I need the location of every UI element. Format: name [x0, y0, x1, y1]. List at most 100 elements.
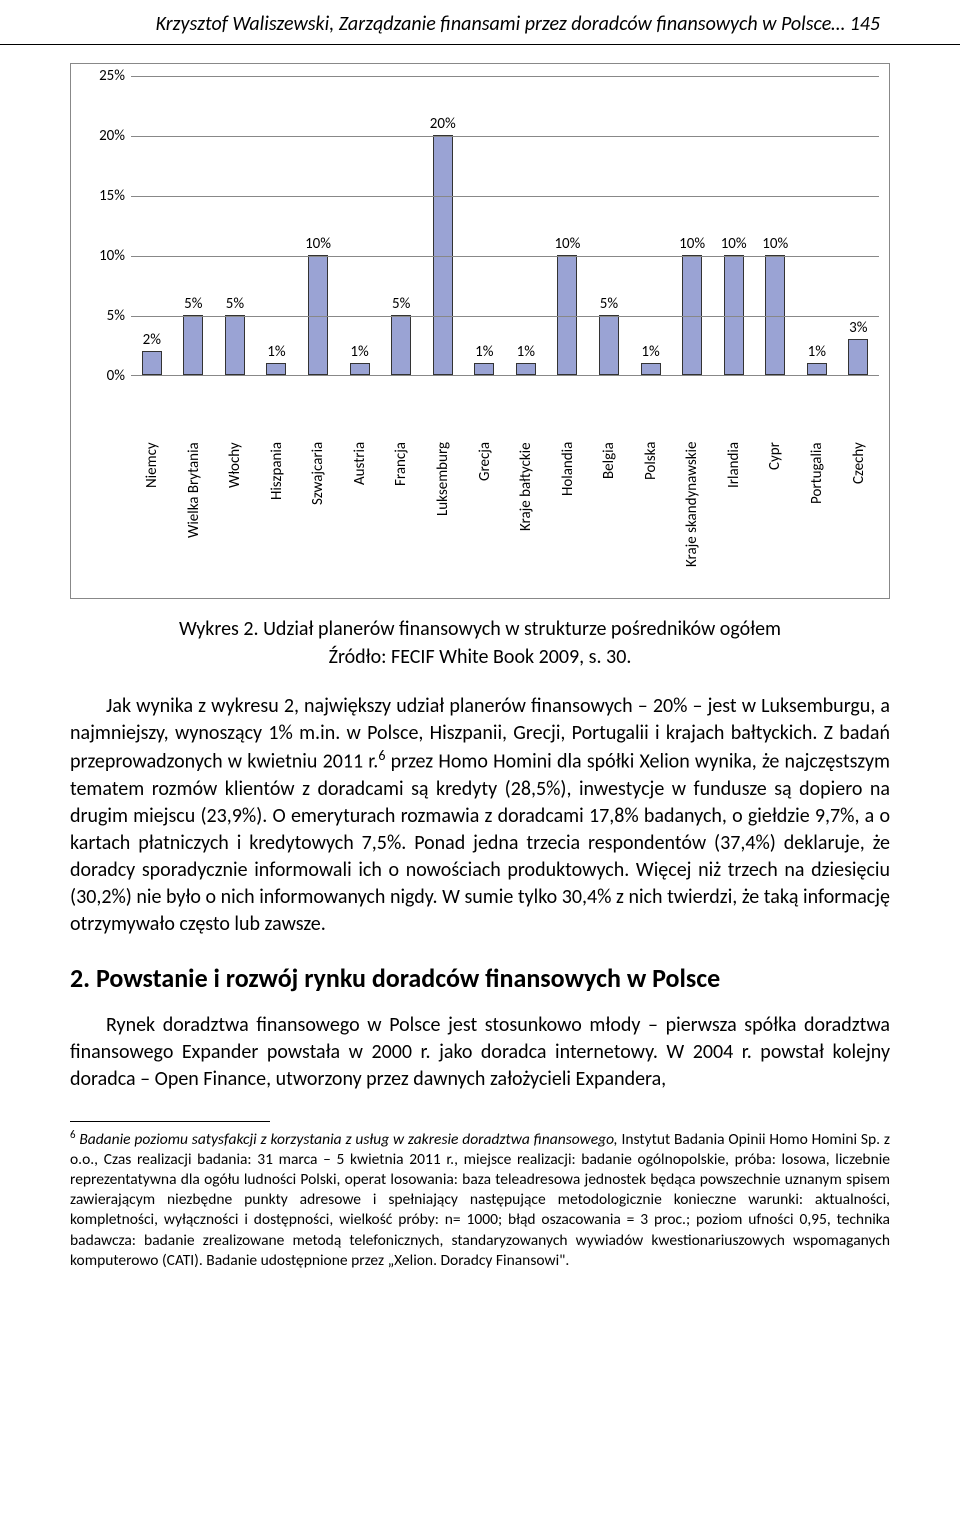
bar-column: 3% — [838, 76, 880, 375]
bar-column: 20% — [422, 76, 464, 375]
bar — [474, 363, 494, 375]
x-category-label: Belgia — [588, 442, 630, 592]
y-axis: 0%5%10%15%20%25% — [81, 76, 131, 376]
bar — [599, 315, 619, 375]
bar-column: 1% — [796, 76, 838, 375]
x-axis-labels: NiemcyWielka BrytaniaWłochyHiszpaniaSzwa… — [131, 442, 879, 592]
gridline — [131, 316, 879, 317]
bar-column: 5% — [173, 76, 215, 375]
x-category-label: Hiszpania — [256, 442, 298, 592]
bar-value-label: 1% — [475, 343, 493, 361]
x-category-label: Szwajcaria — [297, 442, 339, 592]
x-category-label: Holandia — [547, 442, 589, 592]
bar-value-label: 1% — [267, 343, 285, 361]
bar-column: 5% — [214, 76, 256, 375]
bar-value-label: 5% — [226, 295, 244, 313]
bar — [142, 351, 162, 375]
bar-value-label: 10% — [762, 235, 788, 253]
section-heading-2: 2. Powstanie i rozwój rynku doradców fin… — [70, 962, 890, 994]
footnote-title: Badanie poziomu satysfakcji z korzystani… — [76, 1130, 622, 1149]
bar-value-label: 5% — [184, 295, 202, 313]
bar — [807, 363, 827, 375]
x-category-label: Włochy — [214, 442, 256, 592]
x-category-label: Portugalia — [796, 442, 838, 592]
bar-value-label: 10% — [305, 235, 331, 253]
bar — [641, 363, 661, 375]
y-tick-label: 15% — [99, 187, 125, 205]
bar-value-label: 10% — [679, 235, 705, 253]
bar-value-label: 10% — [554, 235, 580, 253]
bar-column: 10% — [754, 76, 796, 375]
bar-value-label: 1% — [517, 343, 535, 361]
bar-value-label: 1% — [350, 343, 368, 361]
x-category-label: Kraje bałtyckie — [505, 442, 547, 592]
x-category-label: Grecja — [464, 442, 506, 592]
bars-group: 2% 5% 5% 1% 10% 1% 5% 20% 1% 1% 10% 5% 1% 10% 10% 10% 1%… — [131, 76, 879, 375]
bar-column: 10% — [713, 76, 755, 375]
bar-chart: 0%5%10%15%20%25% 2%5%5%1%10%1%5%20%1%1%1… — [81, 76, 879, 436]
bar — [724, 255, 744, 375]
footnote-body: Instytut Badania Opinii Homo Homini Sp. … — [70, 1130, 890, 1270]
bar-column: 5% — [588, 76, 630, 375]
gridline — [131, 76, 879, 77]
bar-value-label: 20% — [430, 115, 456, 133]
bar — [765, 255, 785, 375]
bar-value-label: 2% — [143, 331, 161, 349]
bar-column: 10% — [671, 76, 713, 375]
plot-area: 2% 5% 5% 1% 10% 1% 5% 20% 1% 1% 10% 5% 1% 10% 10% 10% 1%… — [131, 76, 879, 376]
x-category-label: Kraje skandynawskie — [671, 442, 713, 592]
bar — [682, 255, 702, 375]
bar — [225, 315, 245, 375]
x-category-label: Irlandia — [713, 442, 755, 592]
bar-column: 5% — [380, 76, 422, 375]
x-category-label: Luksemburg — [422, 442, 464, 592]
bar-column: 1% — [630, 76, 672, 375]
bar-value-label: 5% — [600, 295, 618, 313]
bar-column: 2% — [131, 76, 173, 375]
x-category-label: Polska — [630, 442, 672, 592]
paragraph-2: Rynek doradztwa finansowego w Polsce jes… — [70, 1012, 890, 1093]
bar-value-label: 5% — [392, 295, 410, 313]
bar-column: 1% — [339, 76, 381, 375]
x-category-label: Francja — [380, 442, 422, 592]
footnote-separator — [70, 1121, 270, 1122]
y-tick-label: 10% — [99, 247, 125, 265]
para2-text: Rynek doradztwa finansowego w Polsce jes… — [70, 1012, 890, 1093]
bar-value-label: 3% — [849, 319, 867, 337]
x-category-label: Austria — [339, 442, 381, 592]
bar-value-label: 1% — [808, 343, 826, 361]
x-category-label: Czechy — [838, 442, 880, 592]
bar-column: 1% — [256, 76, 298, 375]
bar — [183, 315, 203, 375]
bar-column: 10% — [547, 76, 589, 375]
para1-part2: przez Homo Homini dla spółki Xelion wyni… — [70, 750, 890, 936]
bar-value-label: 10% — [721, 235, 747, 253]
chart-source: Źródło: FECIF White Book 2009, s. 30. — [70, 645, 890, 669]
bar — [350, 363, 370, 375]
bar-column: 1% — [505, 76, 547, 375]
bar-column: 1% — [464, 76, 506, 375]
bar — [433, 135, 453, 375]
bar — [516, 363, 536, 375]
bar — [308, 255, 328, 375]
bar — [391, 315, 411, 375]
gridline — [131, 256, 879, 257]
y-tick-label: 20% — [99, 127, 125, 145]
bar-value-label: 1% — [641, 343, 659, 361]
chart-container: 0% 5% 10% 15% 20% 25% 2% 5% 5% 1% 10% 1% 5% 20% 1% 1% 1… — [70, 63, 890, 599]
y-tick-label: 0% — [107, 367, 125, 385]
x-category-label: Cypr — [754, 442, 796, 592]
gridline — [131, 136, 879, 137]
paragraph-1: Jak wynika z wykresu 2, największy udzia… — [70, 693, 890, 938]
y-tick-label: 25% — [99, 67, 125, 85]
bar-column: 10% — [297, 76, 339, 375]
bar — [266, 363, 286, 375]
chart-caption: Wykres 2. Udział planerów finansowych w … — [70, 617, 890, 641]
gridline — [131, 196, 879, 197]
bar — [848, 339, 868, 375]
footnote-6: 6 Badanie poziomu satysfakcji z korzysta… — [70, 1128, 890, 1271]
bar — [557, 255, 577, 375]
y-tick-label: 5% — [107, 307, 125, 325]
x-category-label: Niemcy — [131, 442, 173, 592]
running-head: Krzysztof Waliszewski, Zarządzanie finan… — [0, 0, 960, 45]
